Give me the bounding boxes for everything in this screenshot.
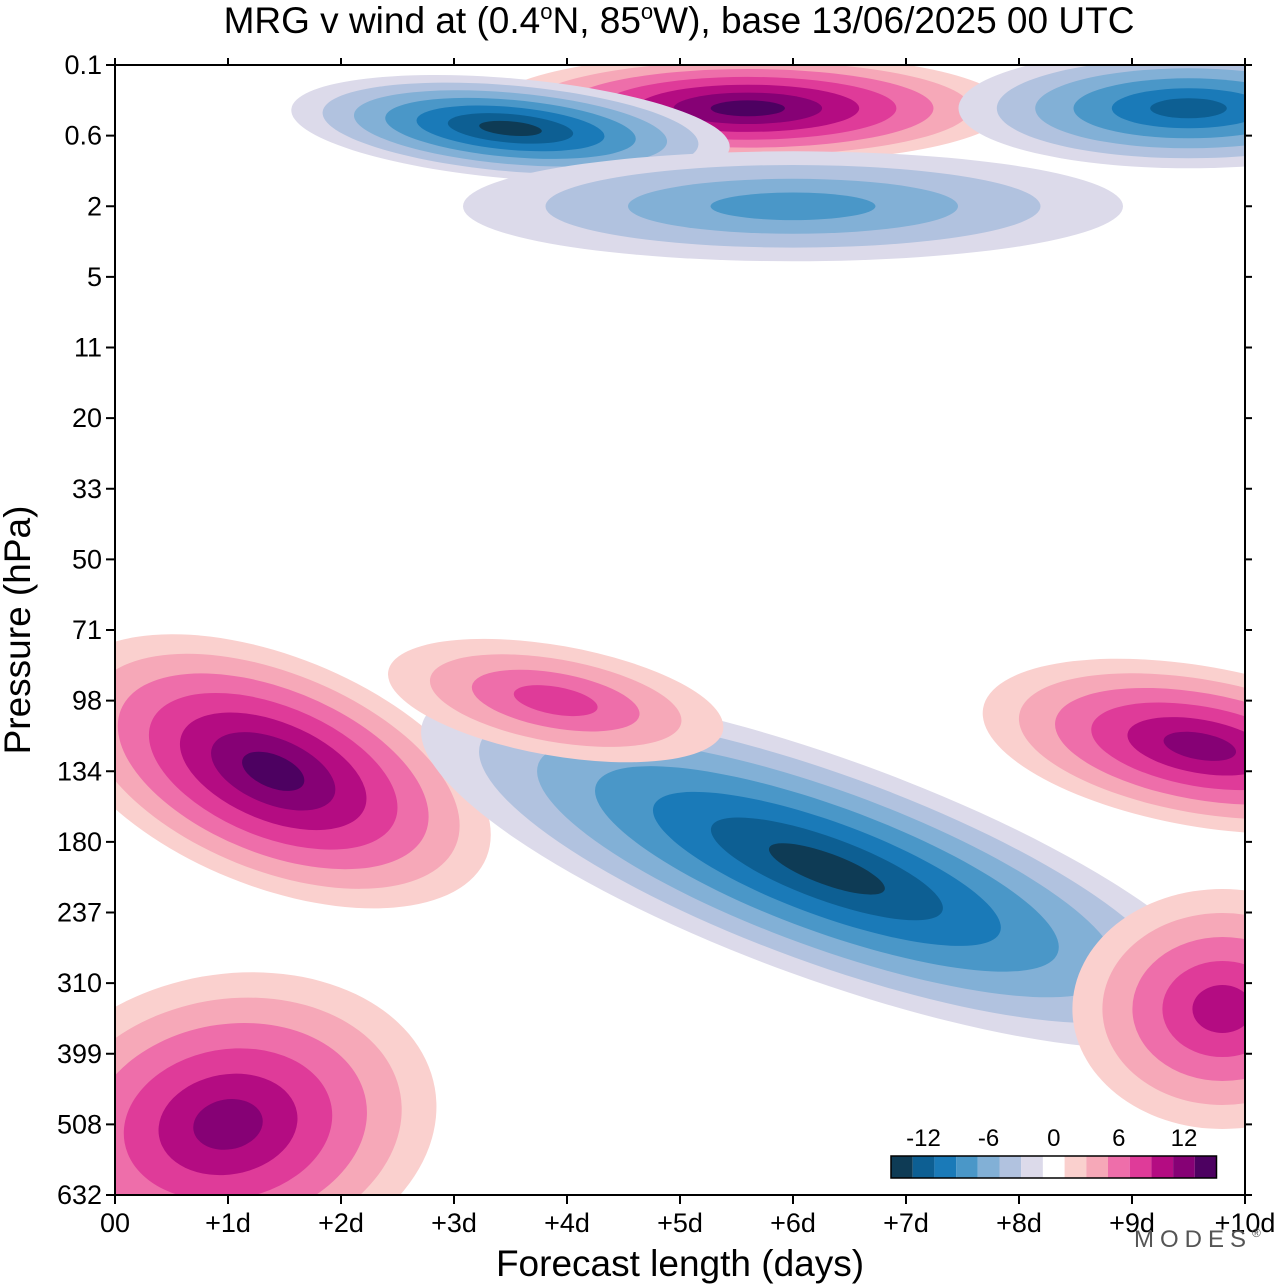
y-tick-label: 237 bbox=[57, 898, 102, 928]
colorbar-swatch bbox=[956, 1156, 978, 1178]
colorbar-label: -6 bbox=[978, 1125, 999, 1152]
positive-contour-band bbox=[710, 100, 785, 117]
colorbar-swatch bbox=[977, 1156, 1000, 1178]
y-tick-label: 71 bbox=[72, 615, 102, 645]
y-tick-label: 11 bbox=[74, 333, 102, 363]
x-axis-label: Forecast length (days) bbox=[496, 1243, 864, 1284]
colorbar-swatch bbox=[1064, 1156, 1087, 1178]
colorbar-label: 12 bbox=[1171, 1125, 1198, 1152]
colorbar-swatch bbox=[934, 1156, 957, 1178]
x-tick-label: +10d bbox=[1215, 1208, 1276, 1238]
colorbar-swatch bbox=[1108, 1156, 1130, 1178]
y-tick-label: 310 bbox=[57, 968, 102, 998]
y-tick-label: 399 bbox=[57, 1039, 102, 1069]
y-tick-label: 508 bbox=[57, 1109, 102, 1139]
colorbar-swatch bbox=[1129, 1156, 1152, 1178]
colorbar-swatch bbox=[1151, 1156, 1174, 1178]
positive-contour-band bbox=[1192, 985, 1245, 1033]
x-tick-label: +8d bbox=[996, 1208, 1042, 1238]
colorbar: -12 -6 0 6 12 bbox=[890, 1125, 1218, 1179]
y-tick-label: 98 bbox=[72, 686, 102, 716]
colorbar-label: 0 bbox=[1047, 1125, 1060, 1152]
contour-field bbox=[115, 65, 1245, 1195]
x-tick-label: +9d bbox=[1109, 1208, 1155, 1238]
x-tick-label: +6d bbox=[770, 1208, 816, 1238]
colorbar-frame bbox=[890, 1155, 1218, 1179]
positive-contour-band bbox=[242, 751, 305, 791]
negative-contour-band bbox=[768, 843, 885, 895]
x-tick-label: +4d bbox=[544, 1208, 590, 1238]
y-tick-label: 5 bbox=[87, 262, 102, 292]
colorbar-swatch bbox=[1086, 1156, 1108, 1178]
y-tick-label: 50 bbox=[72, 544, 102, 574]
y-tick-label: 0.6 bbox=[64, 121, 102, 151]
colorbar-swatch bbox=[1042, 1156, 1065, 1178]
colorbar-swatch bbox=[1194, 1156, 1217, 1178]
x-tick-label: +7d bbox=[883, 1208, 929, 1238]
colorbar-swatch bbox=[891, 1156, 913, 1178]
colorbar-swatch bbox=[912, 1156, 935, 1178]
x-tick-label: 00 bbox=[100, 1208, 130, 1238]
x-axis: 00 +1d +2d +3d +4d +5d +6d +7d +8d +9d +10d bbox=[100, 58, 1275, 1238]
y-tick-label: 2 bbox=[87, 191, 102, 221]
y-tick-label: 632 bbox=[57, 1180, 102, 1210]
negative-contour-band bbox=[710, 192, 876, 221]
x-tick-label: +5d bbox=[657, 1208, 703, 1238]
x-tick-label: +3d bbox=[431, 1208, 477, 1238]
x-tick-label: +1d bbox=[205, 1208, 251, 1238]
y-tick-label: 33 bbox=[72, 474, 102, 504]
y-tick-label: 180 bbox=[57, 827, 102, 857]
chart-title: MRG v wind at (0.4oN, 85oW), base 13/06/… bbox=[224, 0, 1135, 41]
colorbar-swatch bbox=[1173, 1156, 1195, 1178]
colorbar-swatch bbox=[999, 1156, 1022, 1178]
y-tick-label: 134 bbox=[57, 756, 102, 786]
positive-contour-band bbox=[193, 1099, 263, 1150]
colorbar-label: -12 bbox=[906, 1125, 941, 1152]
y-axis: 0.1 0.6 2 5 11 20 33 50 71 98 134 180 237 310 399 508 63… bbox=[57, 50, 1252, 1210]
y-axis-label: Pressure (hPa) bbox=[0, 506, 38, 755]
colorbar-swatch bbox=[1021, 1156, 1043, 1178]
y-tick-label: 20 bbox=[72, 403, 102, 433]
x-tick-label: +2d bbox=[318, 1208, 364, 1238]
positive-contour-band bbox=[1163, 731, 1237, 761]
y-tick-label: 0.1 bbox=[64, 50, 102, 80]
negative-contour-band bbox=[479, 120, 542, 136]
positive-contour-band bbox=[513, 685, 598, 717]
negative-contour-band bbox=[1150, 98, 1227, 119]
modes-logo: MODES® bbox=[1134, 1226, 1267, 1253]
colorbar-label: 6 bbox=[1112, 1125, 1125, 1152]
